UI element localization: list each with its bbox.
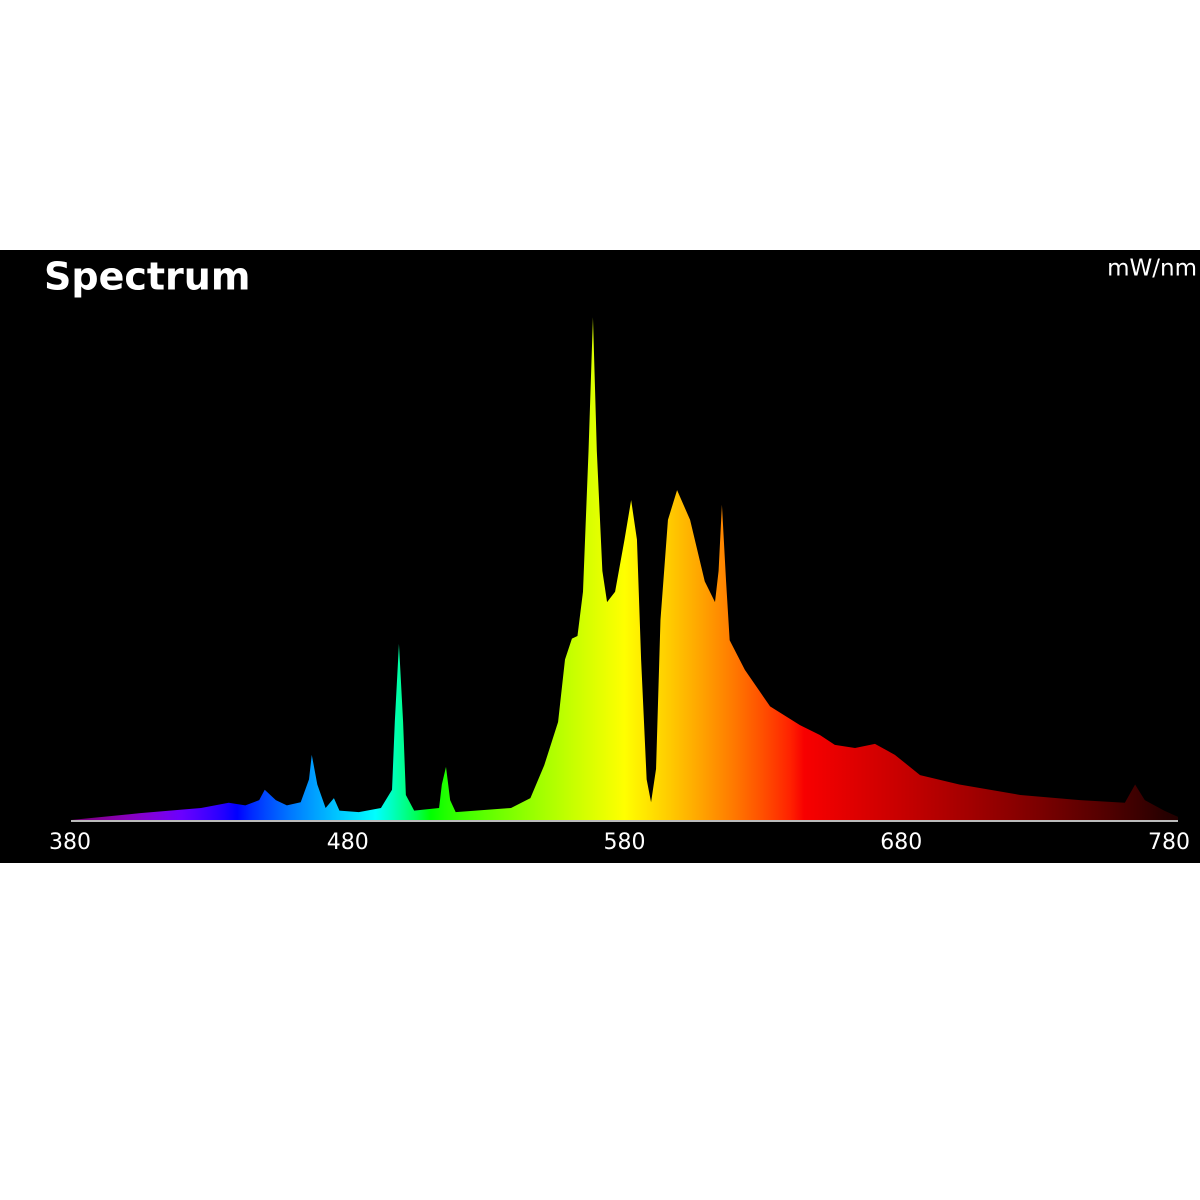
x-tick-label: 580 — [604, 830, 646, 855]
x-tick-label: 380 — [49, 830, 91, 855]
y-axis-label: mW/nm — [1107, 256, 1197, 282]
chart-title: Spectrum — [44, 255, 250, 299]
x-tick-label: 480 — [327, 830, 369, 855]
x-tick-label: 780 — [1148, 830, 1190, 855]
spectrum-area — [71, 317, 1178, 821]
x-tick-label: 680 — [880, 830, 922, 855]
